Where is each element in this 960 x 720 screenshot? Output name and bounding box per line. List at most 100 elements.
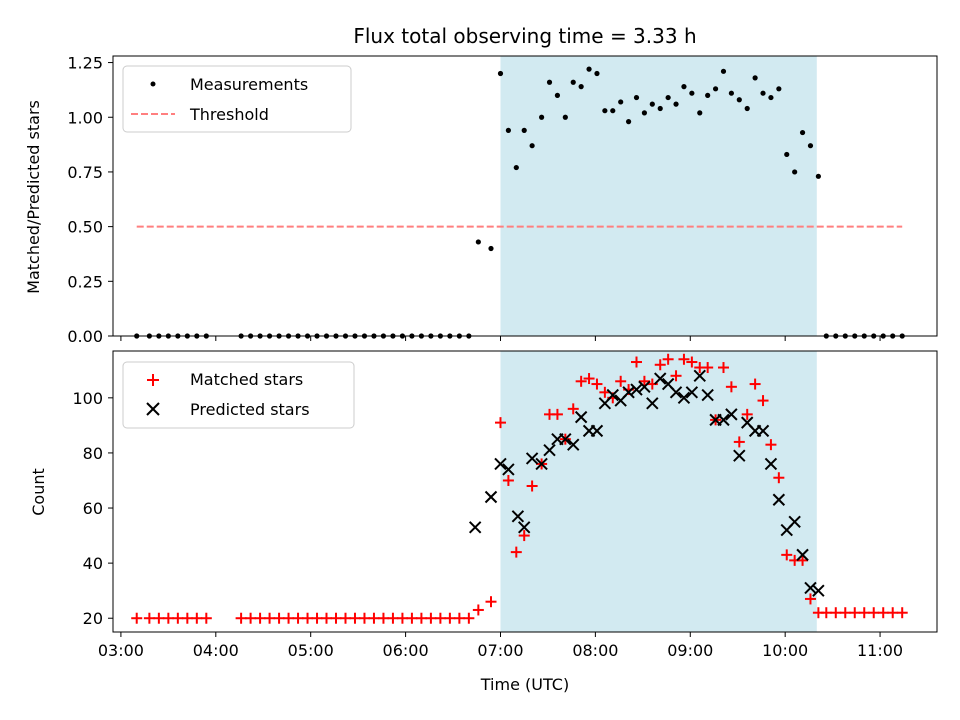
measurement-point xyxy=(815,173,821,179)
matched-star-point xyxy=(638,375,650,387)
predicted-star-point xyxy=(733,449,746,462)
matched-star-point xyxy=(311,612,323,624)
matched-star-point xyxy=(339,612,351,624)
x-tick-label: 10:00 xyxy=(762,641,808,660)
ratio-legend-box xyxy=(122,65,352,133)
matched-star-point xyxy=(358,612,370,624)
predicted-star-point xyxy=(543,443,556,457)
matched-star-point xyxy=(273,612,285,624)
x-tick-label: 03:00 xyxy=(98,641,144,660)
predicted-star-point xyxy=(725,408,738,421)
measurement-point xyxy=(475,239,481,245)
predicted-star-point xyxy=(654,372,667,385)
measurement-point xyxy=(570,79,576,85)
measurement-point xyxy=(586,66,592,72)
matched-star-point xyxy=(172,612,184,624)
measurement-point xyxy=(618,99,624,105)
matched-star-point xyxy=(463,612,475,624)
predicted-star-point xyxy=(796,548,809,562)
measurement-point xyxy=(689,90,695,96)
matched-star-point xyxy=(415,612,427,624)
y-tick-label: 0.75 xyxy=(67,163,103,182)
x-tick-label: 04:00 xyxy=(193,641,239,660)
matched-star-point xyxy=(765,439,777,451)
matched-star-point xyxy=(453,612,465,624)
matched-star-point xyxy=(887,607,899,619)
predicted-star-point xyxy=(511,510,525,523)
predicted-star-point xyxy=(717,413,730,427)
measurement-point xyxy=(760,90,766,96)
matched-star-point xyxy=(143,612,155,624)
legend-measurements-label: Measurements xyxy=(190,75,308,94)
predicted-star-point xyxy=(502,463,515,476)
measurement-point xyxy=(633,94,640,101)
matched-star-point xyxy=(670,370,682,382)
matched-star-point xyxy=(830,607,842,619)
matched-star-point xyxy=(406,612,418,624)
x-tick-label: 07:00 xyxy=(477,641,523,660)
matched-star-point xyxy=(377,612,389,624)
predicted-star-point xyxy=(525,452,539,465)
measurement-point xyxy=(657,105,663,112)
measurement-point xyxy=(736,97,742,103)
predicted-star-point xyxy=(567,438,580,451)
matched-star-point xyxy=(615,375,627,387)
matched-star-point xyxy=(302,612,314,624)
predicted-star-point xyxy=(484,490,498,504)
matched-star-point xyxy=(245,612,257,624)
measurement-point xyxy=(776,86,782,92)
x-tick-label: 09:00 xyxy=(667,641,713,660)
measurement-point xyxy=(539,114,545,120)
measurement-point xyxy=(641,110,648,116)
predicted-star-point xyxy=(685,386,699,399)
predicted-star-point xyxy=(677,391,691,405)
x-tick-label: 06:00 xyxy=(383,641,429,660)
observing-span xyxy=(500,351,817,632)
ratio-panel-frame xyxy=(112,55,938,337)
legend-measurements-swatch xyxy=(150,81,156,87)
y-tick-label: 100 xyxy=(72,389,103,408)
matched-star-point xyxy=(781,549,793,561)
matched-star-point xyxy=(877,607,889,619)
measurement-point xyxy=(807,143,814,149)
matched-star-point xyxy=(654,359,666,371)
matched-star-point xyxy=(153,612,165,624)
measurement-point xyxy=(792,169,798,175)
predicted-star-point xyxy=(518,521,531,534)
matched-star-point xyxy=(551,408,563,420)
matched-star-point xyxy=(858,607,870,619)
predicted-star-point xyxy=(638,380,651,394)
matched-star-point xyxy=(773,472,785,484)
matched-star-point xyxy=(868,607,880,619)
predicted-star-point xyxy=(590,424,604,438)
matched-star-point xyxy=(502,474,514,486)
matched-star-point xyxy=(200,612,212,624)
measurement-point xyxy=(513,164,519,171)
matched-star-point xyxy=(631,356,643,368)
matched-star-point xyxy=(599,386,611,398)
count-legend: Matched stars Predicted stars xyxy=(122,361,355,429)
measurement-point xyxy=(712,86,719,92)
matched-star-point xyxy=(797,554,809,566)
matched-star-point xyxy=(591,378,603,390)
measurement-point xyxy=(625,119,632,125)
matched-star-point xyxy=(494,417,506,429)
predicted-star-point xyxy=(772,493,786,506)
x-tick-label: 05:00 xyxy=(288,641,334,660)
predicted-star-point xyxy=(804,581,817,595)
y-tick-label: 0.25 xyxy=(67,272,103,291)
measurement-point xyxy=(768,94,774,101)
legend-matched-label: Matched stars xyxy=(190,370,303,389)
predicted-star-point xyxy=(646,397,659,410)
legend-matched-swatch xyxy=(147,374,159,386)
measurement-point xyxy=(720,68,727,74)
predicted-star-point xyxy=(622,386,635,399)
measurement-point xyxy=(594,70,600,77)
predicted-star-point xyxy=(693,369,706,383)
matched-star-point xyxy=(510,546,522,558)
predicted-star-point xyxy=(559,432,572,446)
matched-star-point xyxy=(330,612,342,624)
count-y-axis-label: Count xyxy=(29,468,48,516)
y-tick-label: 0.00 xyxy=(67,327,103,346)
matched-star-point xyxy=(717,362,729,374)
